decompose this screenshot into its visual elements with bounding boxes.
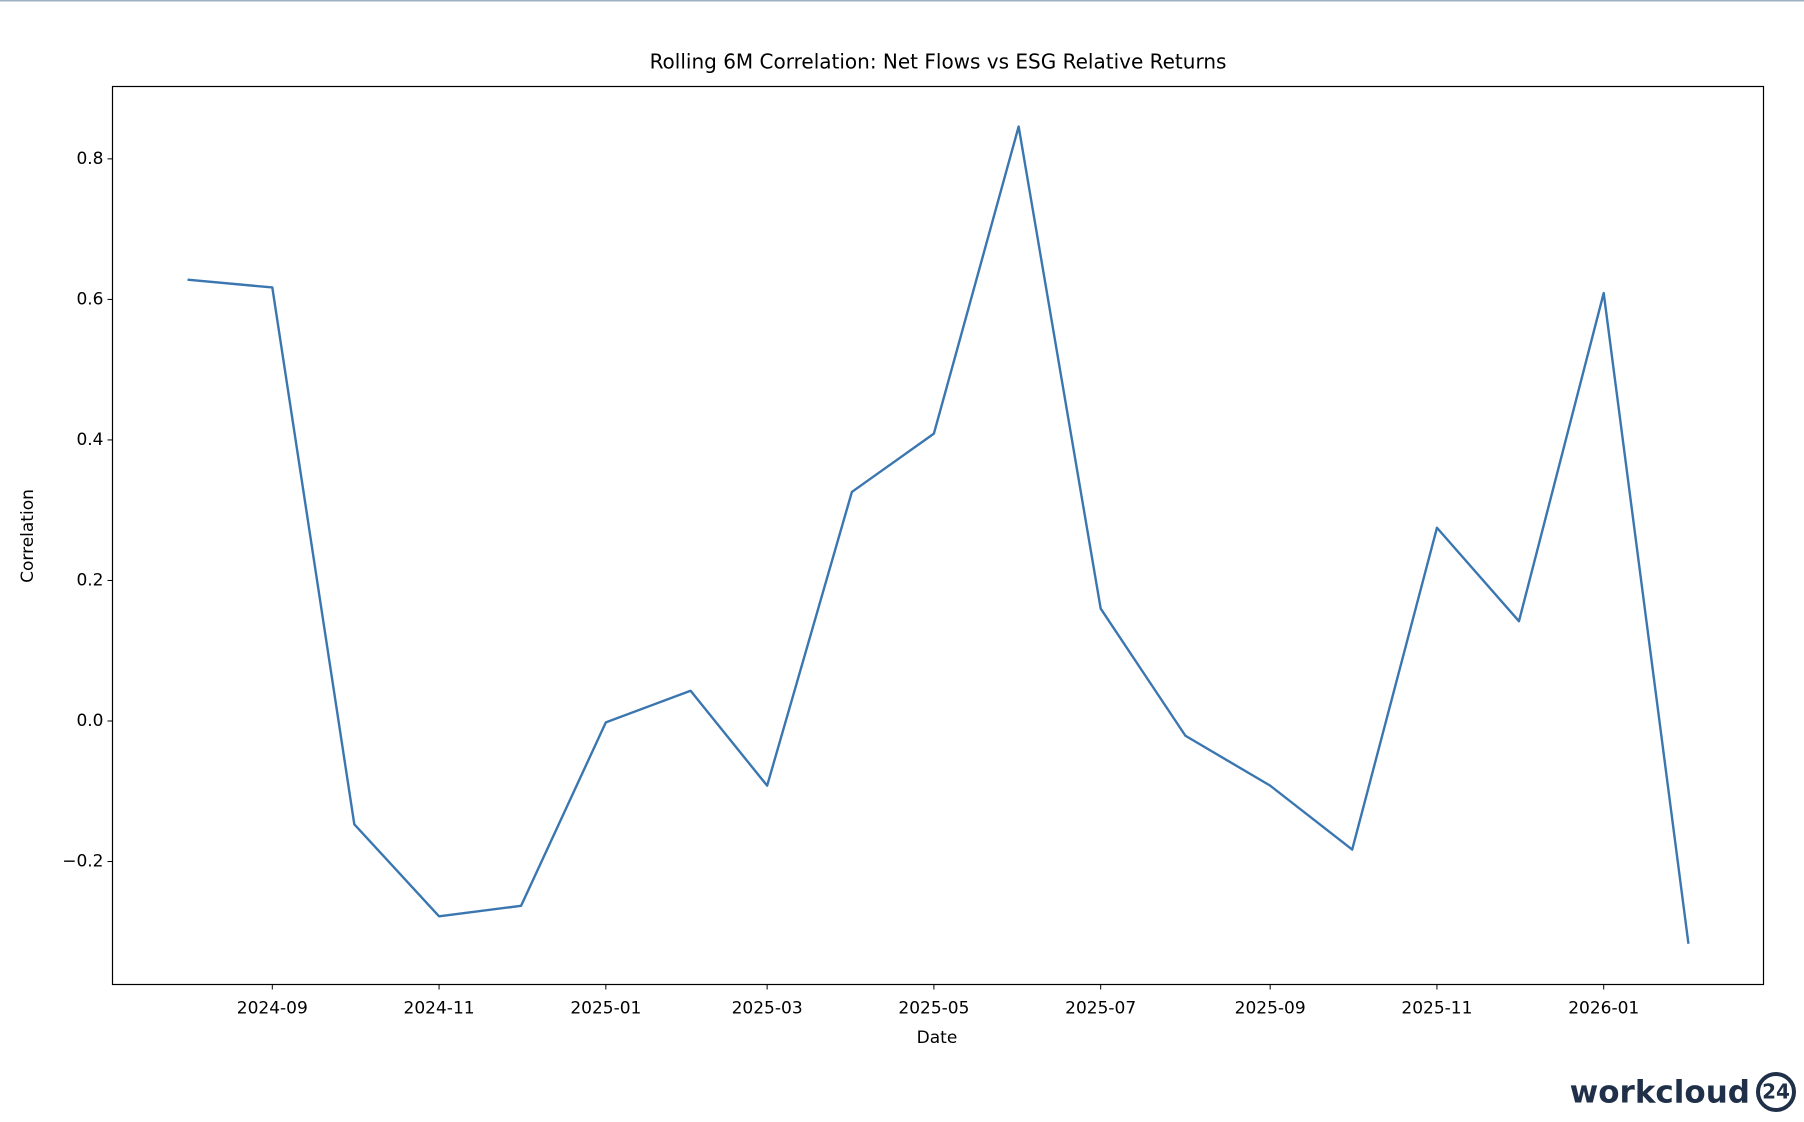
chart-title: Rolling 6M Correlation: Net Flows vs ESG…	[650, 50, 1227, 74]
x-tick-label: 2025-07	[1065, 999, 1136, 1019]
plot-frame	[111, 85, 1765, 986]
y-tick-label: 0.8	[76, 149, 103, 169]
x-tick-label: 2025-09	[1235, 999, 1306, 1019]
y-tick-label: 0.4	[76, 430, 103, 450]
y-axis-label: Correlation	[18, 489, 38, 583]
brand-name: workcloud	[1570, 1075, 1750, 1111]
x-tick-label: 2025-11	[1401, 999, 1472, 1019]
x-tick-label: 2025-01	[570, 999, 641, 1019]
y-tick-label: 0.6	[76, 289, 103, 309]
data-line	[187, 125, 1690, 944]
y-tick-label: 0.2	[76, 570, 103, 590]
y-tick-label: −0.2	[62, 852, 103, 872]
x-axis-label: Date	[917, 1028, 958, 1048]
x-tick-label: 2024-11	[404, 999, 475, 1019]
y-tick-label: 0.0	[76, 711, 103, 731]
brand-badge-ring	[1756, 1072, 1796, 1112]
x-tick-label: 2026-01	[1568, 999, 1639, 1019]
x-tick-label: 2025-03	[732, 999, 803, 1019]
brand-badge: 24	[1762, 1080, 1790, 1104]
x-tick-label: 2025-05	[898, 999, 969, 1019]
x-tick-label: 2024-09	[237, 999, 308, 1019]
